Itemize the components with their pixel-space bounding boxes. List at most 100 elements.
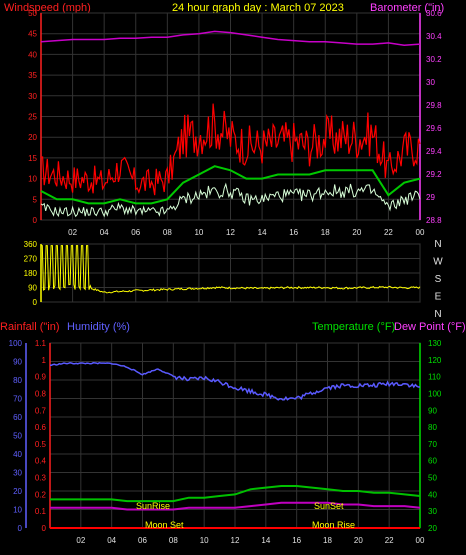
temperature-y-tick-label: 90 [428, 406, 437, 415]
temperature-y-tick-label: 70 [428, 440, 437, 449]
humidity-y-tick-label: 0 [18, 524, 23, 533]
humidity-x-tick-label: 18 [323, 536, 332, 545]
windspeed-axis-title: Windspeed (mph) [4, 2, 91, 14]
humidity-y-tick-label: 30 [13, 469, 22, 478]
humidity-x-tick-label: 22 [385, 536, 394, 545]
temperature-y-tick-label: 40 [428, 490, 437, 499]
humidity-line [50, 362, 420, 401]
wind-y-tick-label: 50 [28, 9, 37, 18]
winddir-compass-label: S [435, 274, 442, 285]
temperature-y-tick-label: 110 [428, 373, 441, 382]
wind-x-tick-label: 12 [226, 228, 235, 237]
temperature-y-tick-label: 120 [428, 356, 442, 365]
barometer-line [40, 30, 421, 46]
wind-y-tick-label: 30 [28, 92, 37, 101]
wind-x-tick-label: 22 [384, 228, 393, 237]
winddir-y-tick-label: 360 [24, 240, 38, 249]
humidity-y-tick-label: 50 [13, 432, 22, 441]
humidity-temperature-panel: 010203040506070809010000.10.20.30.40.50.… [9, 339, 442, 545]
barometer-y-tick-label: 29.4 [426, 147, 442, 156]
barometer-y-tick-label: 29.2 [426, 170, 442, 179]
wind-y-tick-label: 5 [33, 195, 38, 204]
humidity-y-tick-label: 60 [13, 413, 22, 422]
humidity-x-tick-label: 06 [138, 536, 147, 545]
barometer-y-tick-label: 30.6 [426, 9, 442, 18]
wind-x-tick-label: 18 [321, 228, 330, 237]
barometer-y-tick-label: 30 [426, 78, 435, 87]
barometer-y-tick-label: 29.6 [426, 124, 442, 133]
windspeed-gust-line [40, 103, 421, 196]
humidity-x-tick-label: 08 [169, 536, 178, 545]
temperature-y-tick-label: 100 [428, 389, 442, 398]
wind-barometer-panel: 0 5 10 15 20 25 30 35 40 45 50 28.8 29 29.2 29.4 29.6 29… [28, 9, 442, 237]
rainfall-axis-title: Rainfall ("in) [0, 321, 60, 333]
humidity-x-tick-label: 04 [107, 536, 116, 545]
temperature-y-tick-label: 80 [428, 423, 437, 432]
rainfall-y-tick-label: 0 [42, 524, 47, 533]
wind-y-tick-label: 15 [28, 154, 37, 163]
wind-x-tick-label: 14 [258, 228, 267, 237]
rainfall-y-tick-label: 0.9 [35, 373, 47, 382]
wind-x-tick-label: 06 [131, 228, 140, 237]
humidity-y-tick-label: 100 [9, 339, 23, 348]
rainfall-y-tick-label: 0.4 [35, 457, 47, 466]
temperature-y-tick-label: 60 [428, 457, 437, 466]
barometer-y-tick-label: 29.8 [426, 101, 442, 110]
dewpoint-axis-title: Dew Point (°F) [394, 321, 466, 333]
rainfall-y-tick-label: 0.6 [35, 423, 47, 432]
barometer-y-tick-label: 30.2 [426, 55, 442, 64]
barometer-y-tick-label: 30.4 [426, 32, 442, 41]
temperature-y-tick-label: 50 [428, 474, 437, 483]
temperature-y-tick-label: 30 [428, 507, 437, 516]
rainfall-y-tick-label: 1.1 [35, 339, 47, 348]
rainfall-y-tick-label: 0.5 [35, 440, 47, 449]
humidity-y-tick-label: 20 [13, 487, 22, 496]
winddir-compass-label: W [433, 257, 443, 268]
rainfall-y-tick-label: 0.1 [35, 507, 47, 516]
windspeed-line [40, 182, 421, 218]
humidity-x-tick-label: 12 [231, 536, 240, 545]
humidity-x-tick-label: 00 [416, 536, 425, 545]
barometer-y-tick-label: 28.8 [426, 216, 442, 225]
moonset-label: Moon Set [145, 520, 184, 530]
winddir-compass-label: N [434, 239, 441, 250]
winddir-y-tick-label: 90 [28, 284, 37, 293]
temperature-line [50, 485, 421, 503]
rainfall-y-tick-label: 0.8 [35, 389, 47, 398]
wind-x-tick-label: 16 [289, 228, 298, 237]
rainfall-y-tick-label: 1 [42, 356, 47, 365]
wind-y-tick-label: 40 [28, 50, 37, 59]
humidity-y-tick-label: 70 [13, 395, 22, 404]
winddir-compass-label: N [434, 309, 441, 320]
chart-title: 24 hour graph day : March 07 2023 [172, 2, 344, 14]
wind-y-tick-label: 45 [28, 30, 37, 39]
moonrise-label: Moon Rise [312, 520, 355, 530]
winddir-y-tick-label: 180 [24, 269, 38, 278]
winddir-compass-label: E [435, 292, 442, 303]
wind-x-tick-label: 02 [68, 228, 77, 237]
wind-x-tick-label: 04 [100, 228, 109, 237]
winddir-y-tick-label: 270 [24, 255, 38, 264]
sunset-label: SunSet [314, 501, 344, 511]
sunrise-label: SunRise [136, 501, 170, 511]
wind-y-tick-label: 10 [28, 175, 37, 184]
humidity-y-tick-label: 40 [13, 450, 22, 459]
humidity-x-tick-label: 02 [76, 536, 85, 545]
wind-direction-line [41, 245, 421, 294]
humidity-y-tick-label: 90 [13, 358, 22, 367]
humidity-y-tick-label: 10 [13, 506, 22, 515]
wind-x-tick-label: 00 [416, 228, 425, 237]
humidity-axis-title: Humidity (%) [67, 321, 130, 333]
humidity-y-tick-label: 80 [13, 376, 22, 385]
wind-x-tick-label: 10 [194, 228, 203, 237]
dewpoint-line [50, 501, 421, 511]
temperature-axis-title: Temperature (°F) [312, 321, 395, 333]
temperature-y-tick-label: 130 [428, 339, 442, 348]
rainfall-y-tick-label: 0.3 [35, 474, 47, 483]
winddir-y-tick-label: 0 [33, 298, 38, 307]
wind-y-tick-label: 25 [28, 113, 37, 122]
humidity-x-tick-label: 14 [261, 536, 270, 545]
humidity-x-tick-label: 10 [200, 536, 209, 545]
wind-y-tick-label: 20 [28, 133, 37, 142]
